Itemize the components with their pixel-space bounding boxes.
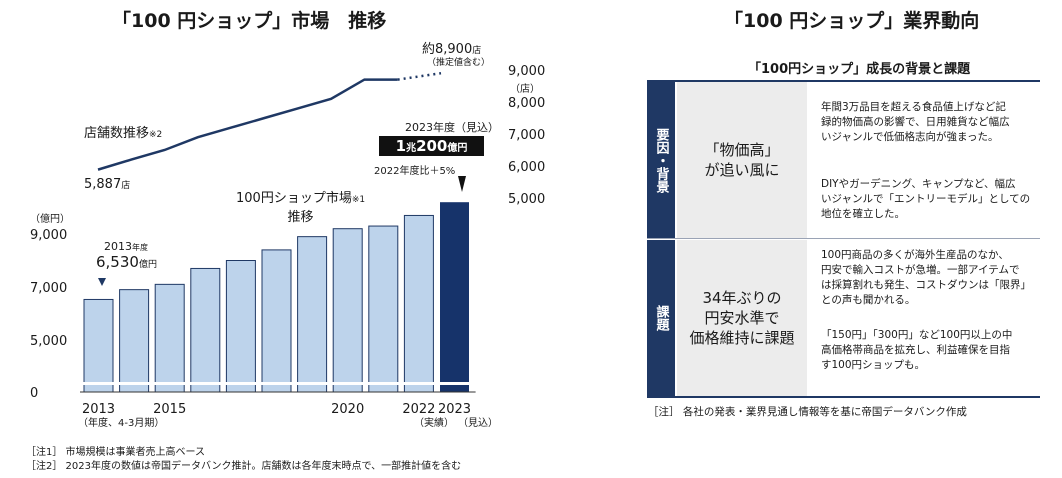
issue-text-1: 100円商品の多くが海外生産品のなか、 円安で輸入コストが急増。一部アイテムで … bbox=[821, 249, 1031, 306]
x-tick-2015: 2015 bbox=[153, 402, 186, 417]
store-first-unit: 店 bbox=[121, 181, 131, 191]
right-title: 「100 円ショップ」業界動向 bbox=[724, 10, 980, 32]
bar-2019 bbox=[297, 236, 328, 393]
issue-text-2: 「150円」「300円」など100円以上の中 高価格帯商品を拡充し、利益確保を目… bbox=[821, 329, 1013, 371]
right-tick-9000: 9,000 bbox=[508, 64, 545, 79]
right-tick-8000: 8,000 bbox=[508, 96, 545, 111]
last-callout-change: 2022年度比＋5% bbox=[374, 166, 456, 177]
bar-2014 bbox=[119, 289, 150, 393]
last-callout-value-a: 1 bbox=[395, 137, 407, 155]
issue-row: 課題 34年ぶりの 円安水準で 価格維持に課題 100円商品の多くが海外生産品の… bbox=[647, 240, 1040, 396]
store-last-unit: 店 bbox=[472, 46, 482, 56]
store-last-number: 約8,900 bbox=[422, 42, 473, 57]
first-callout-unit: 億円 bbox=[138, 260, 157, 270]
factor-text-2: DIYやガーデニング、キャンプなど、幅広 いジャンルで「エントリーモデル」として… bbox=[821, 178, 1031, 220]
factor-text-1: 年間3万品目を超える食品値上げなど記 録的物価高の影響で、日用雑貨など幅広 いジ… bbox=[821, 101, 1010, 143]
bar-2020 bbox=[332, 228, 363, 393]
right-tick-5000: 5,000 bbox=[508, 192, 545, 207]
y-tick-7000: 7,000 bbox=[30, 281, 67, 296]
left-note-2: ［注2］ 2023年度の数値は帝国データバンク推計。店舗数は各年度末時点で、一部… bbox=[26, 461, 462, 472]
bar-2018 bbox=[261, 249, 292, 393]
right-tick-6000: 6,000 bbox=[508, 160, 545, 175]
bar-2017 bbox=[225, 260, 256, 393]
last-callout-value-b: 兆 bbox=[406, 143, 417, 154]
y-axis-unit: （億円） bbox=[30, 214, 70, 225]
right-axis-ticks: 5,000 6,000 7,000 8,000 9,000 bbox=[508, 64, 545, 207]
row-divider bbox=[647, 238, 1040, 239]
first-callout: 2013年度 6,530億円 bbox=[96, 240, 157, 271]
right-tick-7000: 7,000 bbox=[508, 128, 545, 143]
x-note-2022: （実績） bbox=[414, 418, 454, 429]
issue-side-label: 課題 bbox=[647, 240, 675, 396]
right-subtitle: 「100円ショップ」成長の背景と課題 bbox=[748, 62, 971, 77]
y-axis-ticks: 0 5,000 7,000 9,000 bbox=[30, 228, 67, 401]
x-tick-2022: 2022 bbox=[402, 402, 435, 417]
store-last-note: （推定値含む） bbox=[427, 58, 491, 68]
x-note-2013: （年度、4-3月期） bbox=[78, 418, 165, 429]
right-note: ［注］ 各社の発表・業界見通し情報等を基に帝国データバンク作成 bbox=[648, 406, 967, 418]
market-label-line2: 推移 bbox=[287, 210, 314, 225]
last-callout-value-c: 200 bbox=[416, 137, 448, 155]
last-callout-arrow bbox=[458, 176, 466, 192]
right-axis-unit: （店） bbox=[510, 84, 540, 95]
bar-2021 bbox=[368, 225, 399, 393]
y-tick-9000: 9,000 bbox=[30, 228, 67, 243]
store-line-estimated bbox=[397, 71, 442, 81]
factor-headline: 「物価高」 が追い風に bbox=[677, 82, 807, 238]
y-tick-0: 0 bbox=[30, 386, 38, 401]
store-line-series bbox=[97, 71, 442, 171]
store-count-label: 店舗数推移※2 bbox=[84, 122, 162, 141]
bar-2022 bbox=[403, 214, 434, 393]
right-top-rule bbox=[647, 80, 1040, 82]
issue-headline: 34年ぶりの 円安水準で 価格維持に課題 bbox=[677, 240, 807, 396]
bar-2013 bbox=[83, 298, 114, 393]
factor-row: 要因・背景 「物価高」 が追い風に 年間3万品目を超える食品値上げなど記 録的物… bbox=[647, 82, 1040, 238]
first-callout-year-suffix: 年度 bbox=[132, 243, 148, 252]
last-callout-year: 2023年度（見込） bbox=[405, 121, 499, 134]
x-note-2023: （見込） bbox=[458, 418, 498, 429]
y-tick-5000: 5,000 bbox=[30, 334, 67, 349]
factor-side-label: 要因・背景 bbox=[647, 82, 675, 238]
left-title: 「100 円ショップ」市場 推移 bbox=[112, 10, 387, 32]
right-bottom-rule bbox=[647, 396, 1040, 398]
left-note-1: ［注1］ 市場規模は事業者売上高ベース bbox=[26, 447, 206, 458]
first-callout-year: 2013 bbox=[104, 240, 132, 253]
store-count-label-text: 店舗数推移 bbox=[84, 126, 150, 141]
market-label-line1: 100円ショップ市場 bbox=[236, 191, 352, 206]
last-callout-box: 1兆200億円 bbox=[379, 136, 484, 156]
first-callout-value: 6,530 bbox=[96, 253, 139, 271]
bar-2016 bbox=[190, 267, 221, 393]
market-label: 100円ショップ市場※1 推移 bbox=[236, 190, 365, 226]
store-first-number: 5,887 bbox=[84, 177, 122, 192]
store-line-solid bbox=[97, 78, 398, 171]
x-axis-ticks: 2013 2015 2020 2022 2023 bbox=[82, 402, 471, 417]
market-chart: 0 5,000 7,000 9,000 5,000 6,000 7,000 8,000 9,0… bbox=[30, 64, 545, 417]
store-first-value: 5,887店 bbox=[84, 177, 130, 192]
store-last-value: 約8,900店 bbox=[422, 38, 481, 57]
market-label-note: ※1 bbox=[351, 195, 366, 205]
x-tick-2020: 2020 bbox=[331, 402, 364, 417]
bar-series bbox=[80, 176, 476, 393]
bar-2015 bbox=[154, 283, 185, 393]
bar-2023 bbox=[440, 202, 469, 392]
first-callout-arrow bbox=[98, 278, 106, 286]
x-tick-2013: 2013 bbox=[82, 402, 115, 417]
last-callout-value-d: 億円 bbox=[447, 143, 468, 154]
store-count-note: ※2 bbox=[149, 130, 163, 140]
x-tick-2023: 2023 bbox=[438, 402, 471, 417]
axis-break-band bbox=[80, 382, 476, 385]
